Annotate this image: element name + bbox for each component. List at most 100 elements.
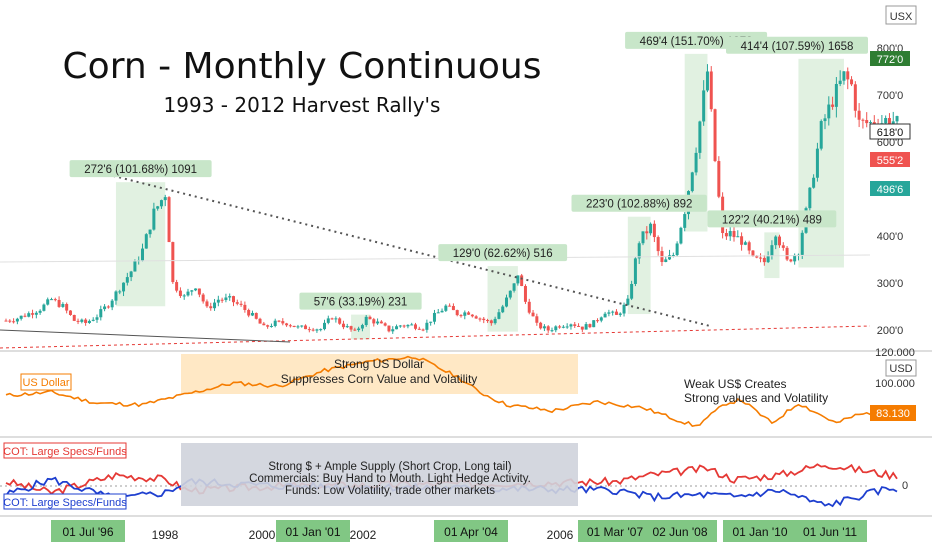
candle-body-233 — [887, 118, 891, 125]
candle-body-112 — [429, 321, 433, 323]
candle-body-222 — [846, 71, 850, 80]
cot-note-zone — [181, 443, 578, 506]
candle-body-227 — [865, 120, 869, 124]
candle-body-137 — [523, 286, 527, 302]
candle-body-197 — [751, 250, 755, 256]
rally-label-box-2 — [438, 244, 568, 262]
rally-zone-4 — [684, 53, 708, 232]
candle-body-116 — [444, 305, 448, 311]
candle-body-170 — [649, 223, 653, 234]
x-label-1998: 1998 — [152, 528, 179, 542]
candle-body-85 — [326, 318, 330, 323]
candle-body-228 — [869, 122, 872, 124]
candle-body-1 — [8, 320, 12, 322]
candle-body-208 — [793, 254, 797, 262]
candle-body-6 — [27, 313, 31, 317]
candle-body-225 — [857, 110, 861, 120]
candle-body-52 — [201, 294, 205, 302]
candle-body-62 — [239, 303, 243, 305]
candle-body-194 — [740, 236, 744, 245]
candle-body-220 — [838, 80, 842, 85]
candle-body-16 — [65, 304, 69, 311]
candle-body-168 — [641, 231, 645, 244]
date-tag-box-6 — [793, 520, 867, 542]
candle-body-60 — [232, 296, 235, 303]
candle-body-192 — [732, 231, 736, 238]
candle-body-165 — [630, 283, 634, 299]
ascending-support-line — [0, 325, 871, 349]
candle-body-174 — [664, 259, 668, 263]
cot-note-3: Funds: Low Volatility, trade other marke… — [285, 485, 495, 497]
candle-body-131 — [501, 306, 505, 313]
rally-label-box-1 — [299, 292, 422, 310]
candle-body-34 — [133, 260, 137, 272]
candle-body-185 — [705, 71, 709, 91]
candle-body-58 — [224, 297, 228, 301]
chart-subtitle: 1993 - 2012 Harvest Rally's — [164, 93, 441, 117]
candle-body-177 — [675, 243, 679, 256]
strong-usd-note-2: Suppresses Corn Value and Volatility — [281, 372, 478, 386]
candle-body-19 — [76, 320, 80, 322]
date-tag-box-0 — [51, 520, 125, 542]
rally-label-3: 223'0 (102.88%) 892 — [586, 199, 692, 211]
price-badge-2-text: 618'0 — [877, 127, 904, 139]
candle-body-24 — [95, 317, 99, 320]
candle-body-33 — [129, 271, 133, 278]
candle-body-175 — [668, 255, 672, 260]
candle-body-158 — [603, 313, 607, 318]
candle-body-15 — [61, 304, 65, 307]
candle-body-2 — [12, 321, 16, 323]
candle-body-135 — [516, 275, 520, 284]
candle-body-69 — [266, 325, 270, 327]
rally-label-1: 57'6 (33.19%) 231 — [314, 297, 408, 309]
candle-body-25 — [99, 309, 103, 318]
candle-body-200 — [762, 257, 766, 263]
usd-panel-label: US Dollar — [22, 377, 69, 389]
candle-body-159 — [607, 312, 611, 314]
candle-body-48 — [186, 291, 190, 296]
cot-label-bottom-box — [3, 493, 127, 510]
date-tag-4: 02 Jun '08 — [652, 525, 707, 539]
date-tags: 01 Jul '96 01 Jan '01 01 Apr '04 01 Mar '07… — [51, 520, 867, 542]
rally-label-box-5 — [707, 210, 837, 228]
candle-body-110 — [421, 329, 425, 331]
rally-label-box-6 — [726, 36, 868, 54]
candle-body-128 — [489, 320, 493, 324]
candle-body-44 — [171, 242, 175, 283]
candle-body-93 — [357, 328, 361, 331]
currency-box[interactable] — [885, 5, 917, 25]
candle-body-61 — [235, 302, 239, 304]
price-tick-300: 300'0 — [877, 278, 904, 290]
candle-body-66 — [254, 312, 258, 319]
candle-body-184 — [702, 90, 706, 122]
rally-label-6: 414'4 (107.59%) 1658 — [741, 41, 854, 53]
candle-body-155 — [592, 320, 596, 328]
price-tick-400: 400'0 — [877, 231, 904, 243]
candle-body-83 — [319, 329, 323, 331]
candle-body-119 — [455, 310, 459, 316]
candle-body-59 — [228, 296, 232, 298]
candle-body-223 — [850, 79, 854, 85]
candle-body-84 — [323, 322, 326, 330]
candle-body-217 — [827, 104, 831, 119]
candle-body-107 — [410, 324, 414, 326]
candle-body-78 — [300, 325, 304, 327]
candle-body-130 — [497, 312, 501, 319]
usd-tick-100: 100.000 — [875, 378, 915, 390]
candle-body-152 — [580, 326, 584, 330]
usd-value-badge — [870, 405, 916, 421]
candle-body-136 — [520, 275, 524, 287]
candle-body-36 — [141, 248, 144, 261]
lower-support-line — [0, 329, 291, 343]
candle-body-39 — [152, 208, 156, 230]
date-tag-6: 01 Jun '11 — [803, 525, 857, 539]
rally-label-4: 469'4 (151.70%) 1878 — [640, 36, 753, 48]
candle-body-94 — [360, 325, 364, 329]
candle-body-80 — [307, 329, 311, 331]
usd-tick-120: 120.000 — [875, 347, 915, 359]
candle-body-150 — [573, 324, 577, 326]
price-tick-200: 200'0 — [877, 325, 904, 337]
date-tag-box-1 — [276, 520, 350, 542]
price-badge-4-text: 496'6 — [877, 184, 904, 196]
candle-body-212 — [808, 187, 812, 209]
